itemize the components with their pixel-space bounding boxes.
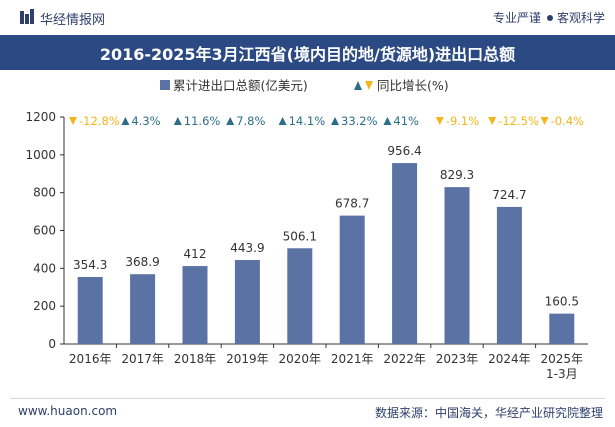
growth-up-marker-icon [173, 117, 182, 125]
footer-site: www.huaon.com [18, 404, 118, 418]
growth-up-marker-icon [331, 117, 339, 125]
x-tick-label: 2024年 [488, 352, 531, 366]
y-tick-label: 0 [48, 337, 56, 351]
growth-label: 4.3% [131, 114, 160, 128]
y-tick-label: 400 [33, 261, 56, 275]
x-tick-label-line: 2018年 [174, 352, 217, 366]
tagline-dot-icon [546, 15, 553, 21]
growth-label: -9.1% [446, 114, 479, 128]
bar-value-label: 443.9 [230, 241, 264, 255]
bar-3 [234, 260, 260, 344]
x-tick-label-line: 2016年 [69, 352, 112, 366]
bar-value-label: 506.1 [283, 229, 317, 243]
bar-2 [182, 266, 208, 344]
top-bar: 华经情报网 专业严谨 客观科学 [0, 0, 615, 35]
x-tick-label-line: 2024年 [488, 352, 531, 366]
x-tick-label-line: 2022年 [383, 352, 426, 366]
bar-value-label: 678.7 [335, 197, 369, 211]
x-tick-label: 2018年 [174, 352, 217, 366]
growth-up-marker-icon [121, 117, 130, 125]
bar-8 [496, 206, 522, 344]
growth-label: -12.8% [79, 114, 120, 128]
x-tick-label-line: 2017年 [121, 352, 164, 366]
bar-4 [287, 248, 313, 344]
x-tick-label: 2023年 [436, 352, 479, 366]
growth-label: 7.8% [236, 114, 265, 128]
x-tick-label: 2019年 [226, 352, 269, 366]
legend-item-growth: 同比增长(%) [354, 75, 449, 94]
y-tick-label: 200 [33, 299, 56, 313]
bar-value-label: 724.7 [492, 188, 526, 202]
x-tick-label: 2020年 [279, 352, 322, 366]
growth-label: -0.4% [551, 114, 584, 128]
growth-up-marker-icon [383, 117, 392, 125]
legend-bar-swatch [160, 79, 170, 90]
bar-value-label: 354.3 [73, 258, 107, 272]
x-tick-label-line: 2023年 [436, 352, 479, 366]
growth-up-marker-icon [278, 117, 287, 125]
x-tick-label-line: 2020年 [279, 352, 322, 366]
bar-value-label: 368.9 [125, 255, 159, 269]
tagline: 专业严谨 客观科学 [493, 9, 605, 26]
footer-divider [10, 398, 605, 399]
legend-triangles-icon [354, 80, 373, 90]
growth-up-marker-icon [226, 117, 235, 125]
bar-value-label: 956.4 [387, 144, 421, 158]
bar-7 [444, 187, 470, 344]
growth-label: -12.5% [498, 114, 539, 128]
brand-name: 华经情报网 [40, 13, 106, 28]
bar-chart: 0 200 400 600 800 1000 1200 354.3 2016年 -12.8% 368… [25, 110, 588, 381]
chart-title: 2016-2025年3月江西省(境内目的地/货源地)进出口总额 [99, 44, 516, 64]
bar-value-label: 160.5 [545, 295, 579, 309]
growth-label: 14.1% [289, 114, 326, 128]
x-tick-label: 2021年 [331, 352, 374, 366]
y-tick-label: 1000 [25, 148, 56, 162]
tagline-left: 专业严谨 [492, 11, 541, 25]
chart-legend: 累计进出口总额(亿美元) 同比增长(%) [0, 75, 615, 95]
huajing-logo-icon [20, 9, 34, 24]
bar-0 [77, 276, 103, 344]
x-tick-label-line: 2019年 [226, 352, 269, 366]
growth-label: 11.6% [184, 114, 221, 128]
x-tick-label: 2022年 [383, 352, 426, 366]
legend-label-total: 累计进出口总额(亿美元) [173, 78, 308, 93]
chart-title-bar: 2016-2025年3月江西省(境内目的地/货源地)进出口总额 [0, 35, 615, 70]
growth-label: 41% [393, 114, 419, 128]
x-tick-label: 2025年 1-3月 [541, 352, 584, 381]
growth-down-marker-icon [540, 117, 549, 125]
footer-source: 数据来源：中国海关，华经产业研究院整理 [374, 406, 603, 420]
bar-6 [392, 163, 418, 344]
bar-5 [339, 215, 365, 344]
growth-label: 33.2% [341, 114, 378, 128]
growth-down-marker-icon [435, 117, 444, 125]
y-tick-label: 800 [33, 186, 56, 200]
y-tick-label: 1200 [25, 110, 56, 124]
growth-down-marker-icon [69, 117, 77, 125]
bar-value-label: 829.3 [440, 168, 474, 182]
x-tick-label-line: 2025年 [541, 352, 584, 366]
x-tick-label: 2016年 [69, 352, 112, 366]
bar-1 [130, 274, 156, 344]
x-tick-label-line: 1-3月 [546, 367, 578, 381]
bar-value-label: 412 [184, 247, 207, 261]
growth-down-marker-icon [488, 117, 497, 125]
bar-9 [549, 313, 575, 344]
legend-item-total: 累计进出口总额(亿美元) [160, 75, 308, 94]
x-tick-label: 2017年 [121, 352, 164, 366]
legend-label-growth: 同比增长(%) [377, 78, 449, 93]
y-tick-label: 600 [33, 224, 56, 238]
tagline-right: 客观科学 [556, 11, 605, 25]
x-tick-label-line: 2021年 [331, 352, 374, 366]
